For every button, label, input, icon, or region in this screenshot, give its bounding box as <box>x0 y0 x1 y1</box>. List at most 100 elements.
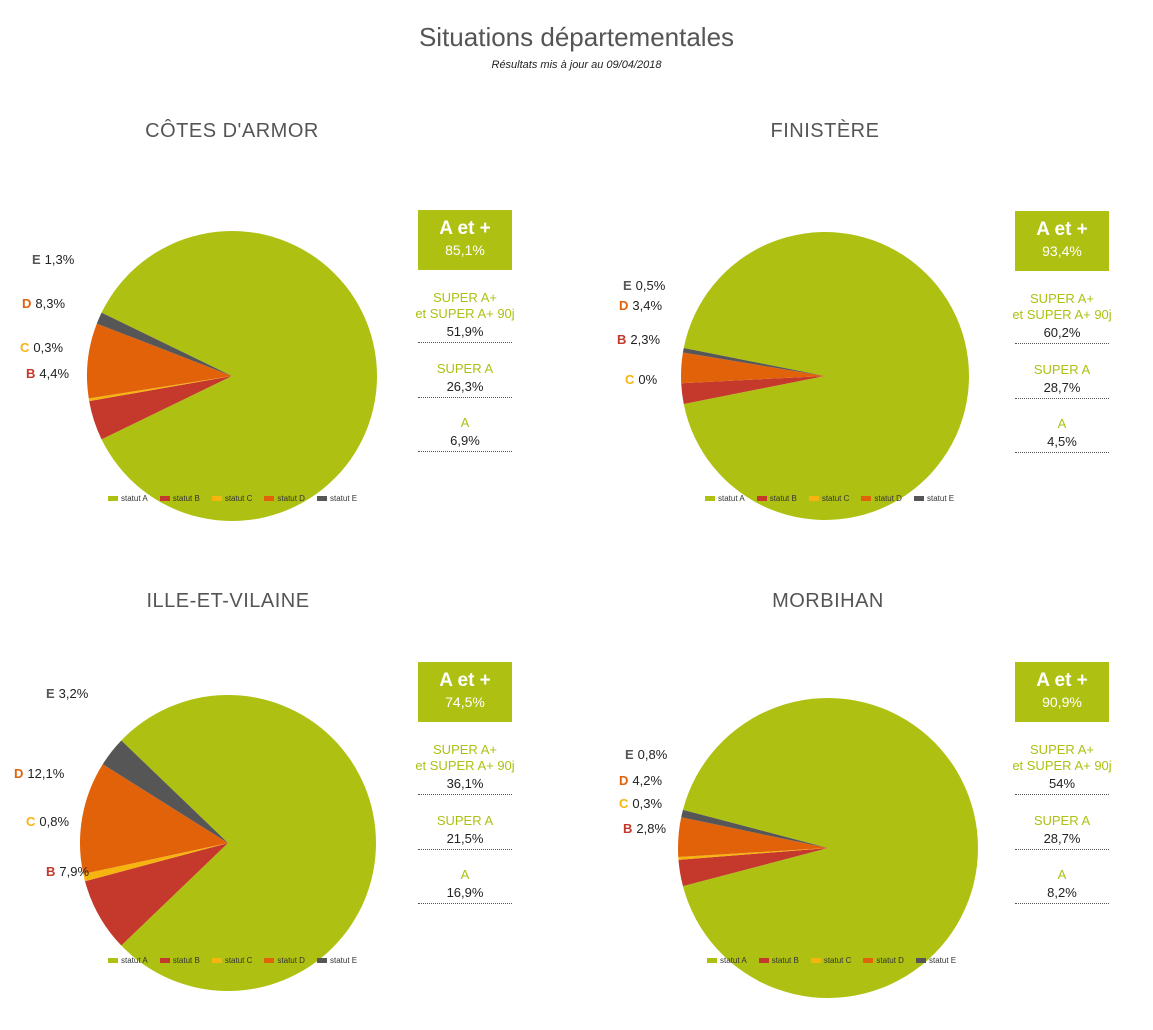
pie-slice-e <box>102 740 228 843</box>
stat-block: SUPER A+ et SUPER A+ 90j 60,2% <box>1012 291 1112 344</box>
legend-label: statut E <box>329 956 358 965</box>
data-label-c: C 0,3% <box>20 340 63 355</box>
chart-title: ILLE-ET-VILAINE <box>146 590 310 612</box>
legend-label: statut C <box>821 494 850 503</box>
legend-item-e: statut E <box>913 494 955 503</box>
data-label-b: B 7,9% <box>46 864 89 879</box>
kpi-value: 93,4% <box>1042 243 1082 259</box>
pie-chart <box>87 231 377 521</box>
data-label-value: 4,2% <box>632 773 663 788</box>
chart-title: CÔTES D'ARMOR <box>145 120 319 142</box>
data-label-letter: B <box>46 864 56 879</box>
stat-label: A <box>460 415 470 430</box>
legend-label: statut B <box>172 494 200 503</box>
chart-legend: statut A statut B statut C statut D statut E <box>707 956 956 965</box>
legend-item-b: statut B <box>756 494 797 503</box>
kpi-box: A et + 74,5% <box>418 662 512 722</box>
legend-swatch <box>808 496 819 501</box>
kpi-label: A et + <box>439 670 491 691</box>
data-label-letter: C <box>26 814 36 829</box>
data-label-value: 12,1% <box>27 766 65 781</box>
legend-label: statut B <box>771 956 799 965</box>
pie-chart <box>79 695 377 991</box>
legend-swatch <box>159 958 170 963</box>
pie-slice-b <box>681 376 825 404</box>
legend-label: statut B <box>172 956 200 965</box>
data-label-value: 7,9% <box>59 864 90 879</box>
legend-swatch <box>264 958 275 963</box>
legend-item-b: statut B <box>159 956 200 965</box>
data-label-b: B 2,3% <box>617 332 660 347</box>
data-label-value: 0,8% <box>39 814 70 829</box>
data-label-d: D 8,3% <box>22 296 65 311</box>
legend-item-a: statut A <box>108 494 148 503</box>
stat-block: SUPER A 21,5% <box>418 813 512 850</box>
legend-swatch <box>913 496 924 501</box>
legend-swatch <box>707 958 717 963</box>
department-panel: FINISTÈRE E 0,5% D 3,4% B 2,3% C 0% A et + 93,4% SU… <box>595 120 1153 560</box>
data-label-d: D 4,2% <box>619 773 662 788</box>
kpi-value: 85,1% <box>445 242 485 258</box>
legend-item-c: statut C <box>810 956 852 965</box>
stat-value: 16,9% <box>446 885 484 900</box>
pie-slice-b <box>678 848 828 887</box>
kpi-box: A et + 93,4% <box>1015 211 1109 271</box>
chart-title: FINISTÈRE <box>770 120 880 142</box>
data-label-letter: E <box>32 252 41 267</box>
stat-value: 8,2% <box>1047 885 1077 900</box>
stat-block: SUPER A 28,7% <box>1015 362 1109 399</box>
pie-slice-e <box>681 809 828 848</box>
stat-label: SUPER A <box>436 361 494 376</box>
data-label-value: 4,4% <box>39 366 70 381</box>
data-label-value: 0,3% <box>33 340 64 355</box>
data-label-value: 0% <box>638 372 658 387</box>
pie-slice-e <box>96 312 232 376</box>
legend-swatch <box>264 496 275 501</box>
data-label-letter: B <box>623 821 633 836</box>
data-label-value: 0,3% <box>632 796 663 811</box>
stat-label: A <box>1057 416 1067 431</box>
stat-value: 54% <box>1048 776 1076 791</box>
pie-slice-d <box>79 764 228 874</box>
stat-value: 60,2% <box>1043 325 1081 340</box>
stat-value: 51,9% <box>446 324 484 339</box>
legend-label: statut A <box>720 956 747 965</box>
page-subtitle: Résultats mis à jour au 09/04/2018 <box>491 59 662 71</box>
legend-item-a: statut A <box>705 494 745 503</box>
data-label-letter: D <box>14 766 24 781</box>
legend-label: statut D <box>277 494 305 503</box>
data-label-e: E 0,5% <box>623 278 665 293</box>
data-label-letter: E <box>623 278 632 293</box>
stat-block: SUPER A 28,7% <box>1015 813 1109 850</box>
pie-slice-a <box>101 231 377 521</box>
stat-block: SUPER A+ et SUPER A+ 90j 51,9% <box>415 290 515 343</box>
legend-swatch <box>316 958 327 963</box>
legend-item-e: statut E <box>316 956 358 965</box>
pie-slice-d <box>678 817 828 858</box>
legend-item-d: statut D <box>264 494 305 503</box>
legend-swatch <box>705 496 715 501</box>
legend-item-d: statut D <box>861 494 902 503</box>
pie-slice-c <box>88 376 233 402</box>
data-label-e: E 0,8% <box>625 747 667 762</box>
legend-label: statut E <box>928 956 957 965</box>
kpi-value: 90,9% <box>1042 694 1082 710</box>
stat-label: A <box>1057 867 1067 882</box>
legend-label: statut C <box>823 956 852 965</box>
page-title: Situations départementales <box>418 22 735 52</box>
legend-label: statut C <box>224 494 253 503</box>
legend-swatch <box>108 496 118 501</box>
stat-label: SUPER A+ et SUPER A+ 90j <box>1012 291 1112 322</box>
legend-swatch <box>211 958 222 963</box>
legend-label: statut E <box>926 494 955 503</box>
data-label-letter: C <box>20 340 30 355</box>
legend-swatch <box>108 958 118 963</box>
data-label-b: B 2,8% <box>623 821 666 836</box>
data-label-c: C 0,8% <box>26 814 69 829</box>
legend-item-d: statut D <box>863 956 904 965</box>
legend-item-c: statut C <box>211 956 252 965</box>
legend-swatch <box>211 496 222 501</box>
stat-value: 36,1% <box>446 776 484 791</box>
data-label-letter: E <box>46 686 55 701</box>
pie-slice-d <box>681 352 825 384</box>
